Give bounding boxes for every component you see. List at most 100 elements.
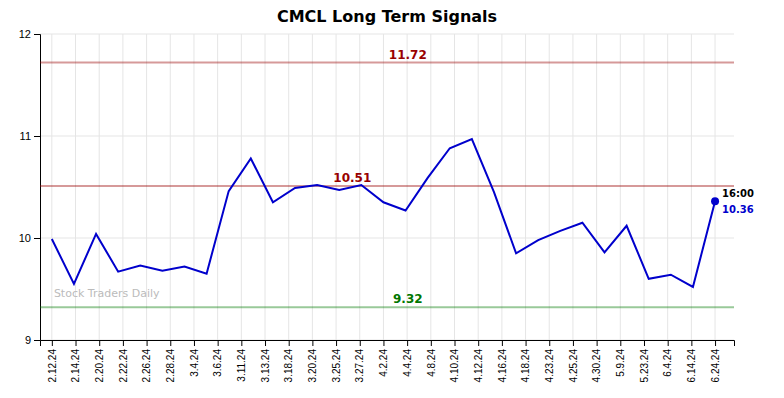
y-tick-label: 10 (19, 232, 31, 244)
x-tick-label: 2.14.24 (70, 349, 81, 383)
grid-line-x (572, 34, 573, 340)
x-tick: 2.22.24 (118, 340, 129, 382)
grid-line-x (288, 34, 289, 340)
grid-line-x (478, 34, 479, 340)
x-tick: 2.26.24 (141, 340, 152, 382)
x-tick-mark (715, 340, 716, 346)
grid-line-x (170, 34, 171, 340)
x-tick-mark (194, 340, 195, 346)
x-tick-mark (431, 340, 432, 346)
x-tick: 3.18.24 (283, 340, 294, 382)
grid-line-x (715, 34, 716, 340)
x-tick: 6.24.24 (710, 340, 721, 382)
end-point (711, 197, 719, 205)
x-tick: 2.28.24 (165, 340, 176, 382)
x-tick-mark (668, 340, 669, 346)
grid-line-y (40, 34, 734, 35)
grid-line-y (40, 238, 734, 239)
x-tick-label: 4.12.24 (473, 349, 484, 383)
y-axis-line (34, 35, 41, 341)
x-tick-label: 4.30.24 (591, 349, 602, 383)
x-tick: 3.13.24 (260, 340, 271, 382)
x-tick-mark (289, 340, 290, 346)
x-tick-label: 2.26.24 (141, 349, 152, 383)
y-tick: 10 (19, 232, 40, 244)
x-tick: 5.23.24 (639, 340, 650, 382)
x-tick: 3.27.24 (354, 340, 365, 382)
x-tick: 4.16.24 (497, 340, 508, 382)
x-tick: 2.14.24 (70, 340, 81, 382)
marks (40, 63, 734, 308)
x-tick-label: 5.9.24 (615, 349, 626, 377)
grid-line-x (336, 34, 337, 340)
x-tick-label: 6.4.24 (662, 349, 673, 377)
x-tick-label: 2.28.24 (165, 349, 176, 383)
x-tick-label: 4.10.24 (449, 349, 460, 383)
x-tick-label: 3.20.24 (307, 349, 318, 383)
reference-label: 9.32 (393, 292, 423, 306)
x-tick-mark (336, 340, 337, 346)
x-tick-mark (52, 340, 53, 346)
labels: 11.729.3210.5116:0010.36Stock Traders Da… (54, 48, 754, 307)
end-value-label: 10.36 (722, 204, 754, 215)
x-tick-label: 3.6.24 (212, 349, 223, 377)
grid-line-x (454, 34, 455, 340)
y-tick: 9 (25, 334, 40, 346)
x-tick-mark (76, 340, 77, 346)
chart: 2.12.24 2.14.24 2.20.24 2.22.24 2.26.24 2.28.… (0, 0, 784, 398)
grid-line-x (193, 34, 194, 340)
x-tick: 4.30.24 (591, 340, 602, 382)
x-tick-label: 3.25.24 (331, 349, 342, 383)
reference-line (40, 185, 734, 187)
x-tick-mark (383, 340, 384, 346)
x-tick-mark (265, 340, 266, 346)
x-tick-label: 4.4.24 (402, 349, 413, 377)
x-tick-mark (549, 340, 550, 346)
grid-line-x (691, 34, 692, 340)
x-tick: 4.25.24 (568, 340, 579, 382)
reference-line (40, 62, 734, 64)
x-tick-label: 3.4.24 (189, 349, 200, 377)
x-tick-mark (644, 340, 645, 346)
grid-line-x (430, 34, 431, 340)
title: CMCL Long Term Signals (277, 7, 497, 26)
x-tick-label: 6.14.24 (686, 349, 697, 383)
x-tick-mark (407, 340, 408, 346)
x-tick-label: 2.20.24 (94, 349, 105, 383)
grid-line-x (359, 34, 360, 340)
x-tick: 3.11.24 (236, 340, 247, 382)
x-tick-label: 4.25.24 (568, 349, 579, 383)
x-tick: 4.18.24 (520, 340, 531, 382)
x-tick-mark (573, 340, 574, 346)
x-tick-mark (455, 340, 456, 346)
y-tick-mark (34, 136, 40, 137)
x-tick: 6.14.24 (686, 340, 697, 382)
x-tick: 3.4.24 (189, 340, 200, 377)
x-axis-line (41, 341, 735, 347)
x-tick-mark (478, 340, 479, 346)
x-tick-label: 6.24.24 (710, 349, 721, 383)
x-tick: 4.4.24 (402, 340, 413, 377)
grid-line-x (549, 34, 550, 340)
x-axis: 2.12.24 2.14.24 2.20.24 2.22.24 2.26.24 2.28.… (41, 340, 735, 382)
x-tick-mark (526, 340, 527, 346)
x-tick: 3.6.24 (212, 340, 223, 377)
x-tick: 2.12.24 (47, 340, 58, 382)
grid-line-x (525, 34, 526, 340)
x-tick: 4.23.24 (544, 340, 555, 382)
x-tick-mark (99, 340, 100, 346)
x-tick-label: 2.22.24 (118, 349, 129, 383)
y-tick-label: 9 (25, 334, 31, 346)
y-axis: 9101112 (19, 28, 41, 346)
grid-line-x (596, 34, 597, 340)
x-tick-label: 3.13.24 (260, 349, 271, 383)
x-tick-label: 4.8.24 (426, 349, 437, 377)
x-tick: 2.20.24 (94, 340, 105, 382)
x-tick: 6.4.24 (662, 340, 673, 377)
x-tick-mark (597, 340, 598, 346)
y-tick: 12 (19, 28, 40, 40)
grid-line-y (40, 136, 734, 137)
x-tick-label: 3.11.24 (236, 349, 247, 382)
x-tick-label: 4.2.24 (378, 349, 389, 377)
reference-line (40, 306, 734, 308)
